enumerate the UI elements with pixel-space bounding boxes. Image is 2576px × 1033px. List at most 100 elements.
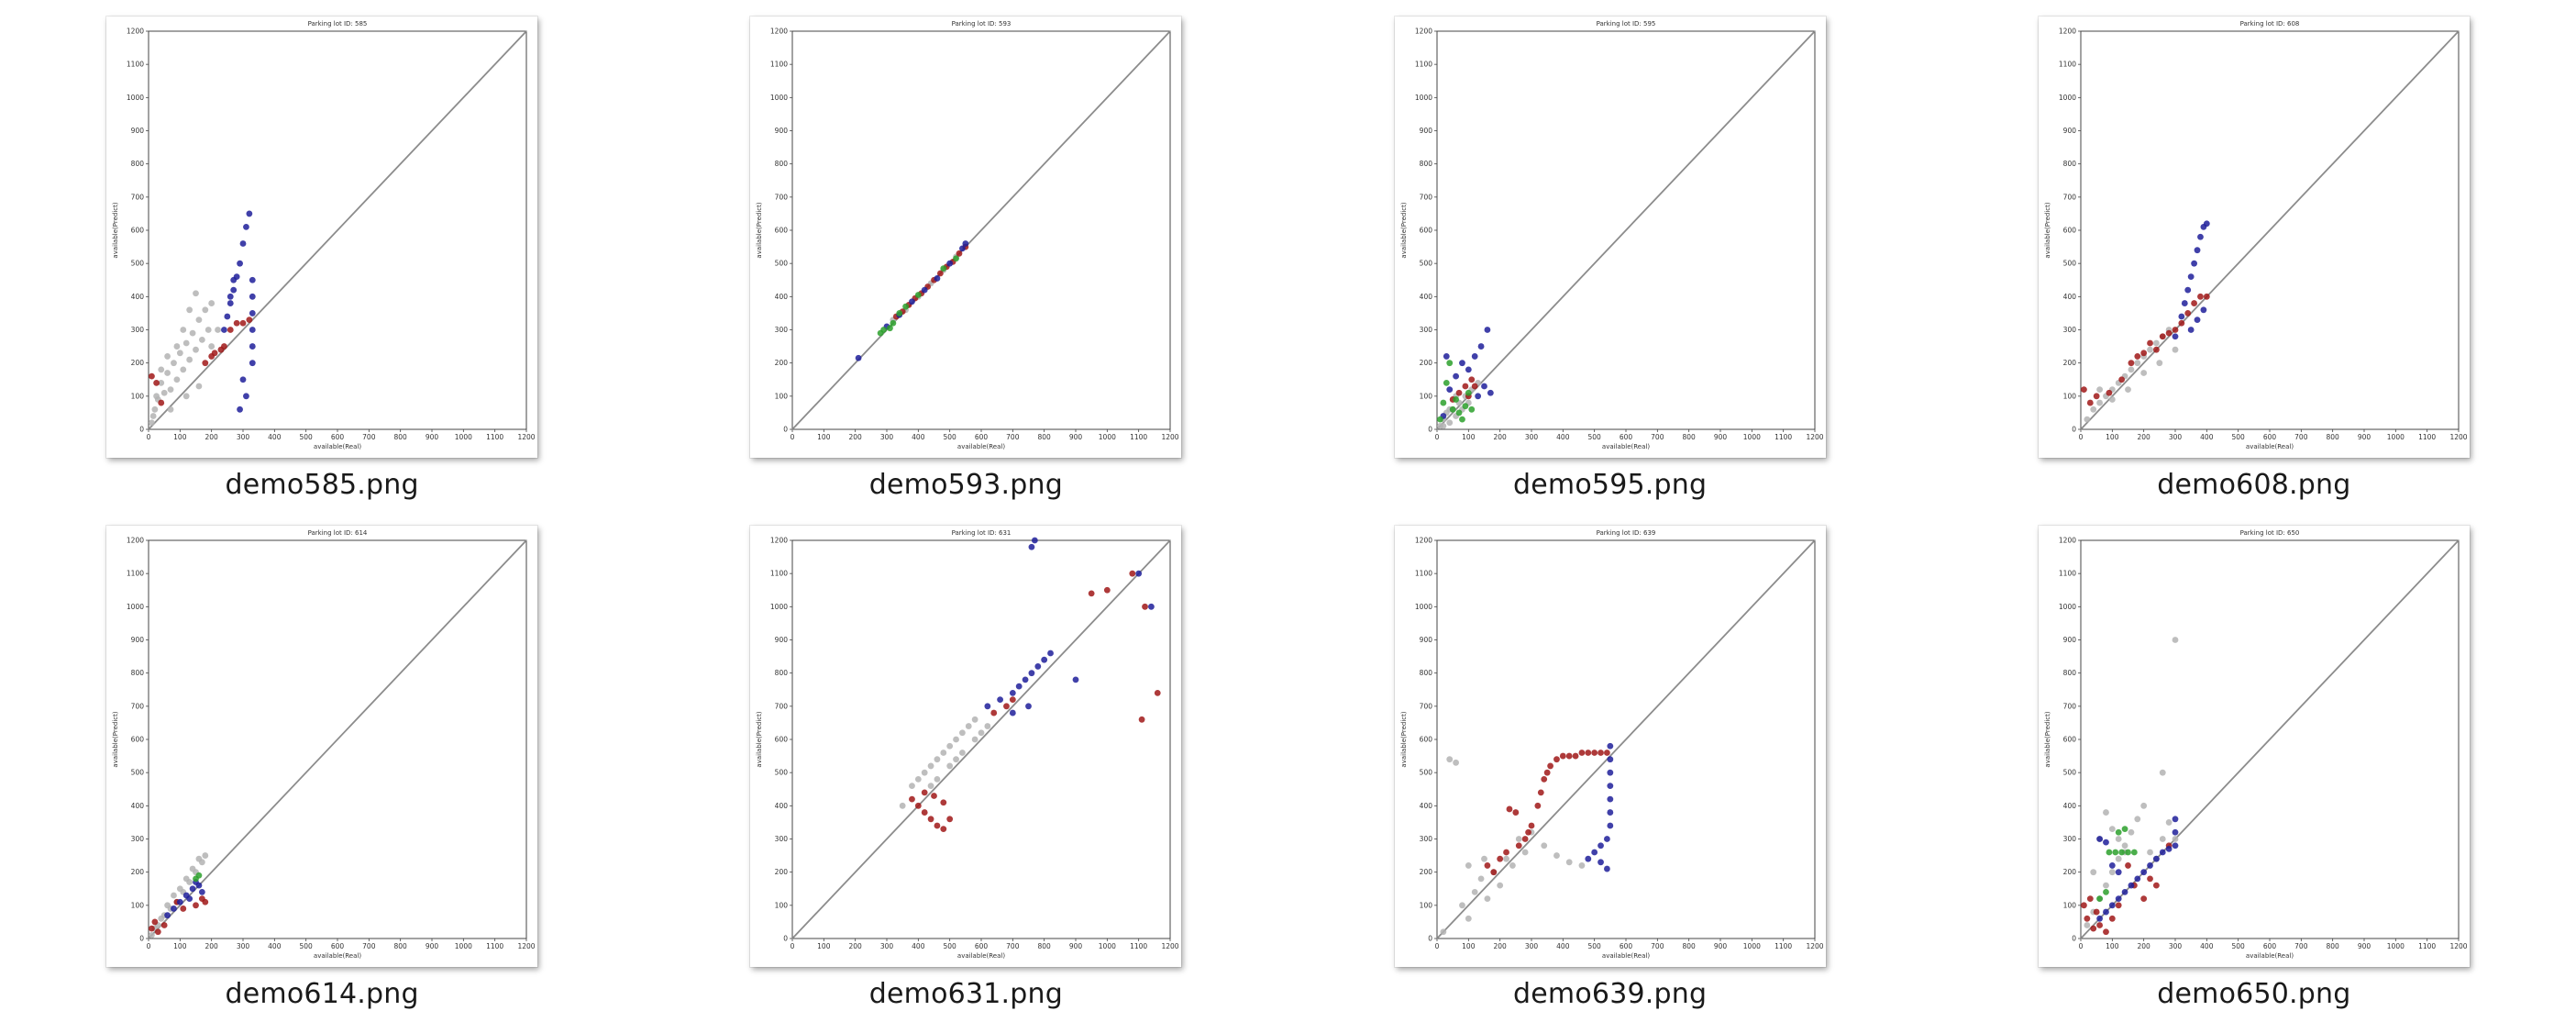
point-blue	[199, 888, 205, 895]
point-blue	[246, 210, 253, 217]
point-gray	[946, 742, 954, 750]
file-name-label[interactable]: demo614.png	[225, 978, 419, 1010]
point-gray	[1440, 422, 1446, 429]
scatter-chart: Parking lot ID: 608 00 100 100 200 200 300 300 4…	[2044, 20, 2468, 450]
point-blue	[2147, 862, 2153, 869]
file-name-label[interactable]: demo585.png	[225, 469, 419, 501]
x-axis-label: available(Real)	[1602, 952, 1650, 960]
point-red	[1003, 703, 1011, 710]
point-blue	[1072, 676, 1079, 683]
y-tick-label: 600	[1419, 227, 1432, 235]
point-gray	[164, 902, 171, 909]
point-gray	[189, 865, 196, 872]
x-tick-label: 900	[2358, 942, 2371, 950]
x-tick-label: 300	[2169, 433, 2183, 441]
point-gray	[1477, 875, 1485, 883]
point-red	[160, 922, 168, 928]
y-tick-label: 1200	[127, 28, 144, 36]
point-red	[2096, 922, 2103, 928]
point-gray	[171, 360, 177, 367]
x-tick-label: 400	[1556, 433, 1570, 441]
y-tick-label: 700	[1419, 193, 1432, 201]
point-blue	[2181, 300, 2188, 306]
file-item[interactable]: Parking lot ID: 650 0 0 100 100 200 200 300 300 4…	[1932, 516, 2576, 1026]
y-tick-label: 100	[1419, 901, 1432, 909]
point-blue	[186, 895, 193, 902]
x-tick-label: 600	[975, 433, 989, 441]
point-gray	[1515, 836, 1522, 842]
point-red	[909, 795, 916, 803]
scatter-chart: Parking lot ID: 595 00 100 100 200 200 300 300 4…	[1400, 20, 1824, 450]
point-red	[1515, 842, 1522, 850]
point-gray	[177, 350, 183, 357]
point-gray	[1465, 915, 1472, 922]
y-axis-label: available(Predict)	[756, 711, 763, 767]
x-tick-label: 1000	[455, 942, 472, 950]
file-item[interactable]: Parking lot ID: 639 0 0 100 100 200 200 300 300 4…	[1288, 516, 1932, 1026]
x-tick-label: 500	[2231, 433, 2245, 441]
file-name-label[interactable]: demo608.png	[2157, 469, 2351, 501]
y-tick-label: 1000	[2059, 94, 2076, 102]
point-gray	[984, 723, 991, 729]
x-tick-label: 1100	[486, 433, 503, 441]
file-name-label[interactable]: demo593.png	[868, 469, 1063, 501]
point-blue	[1023, 676, 1029, 683]
file-thumbnail[interactable]: Parking lot ID: 650 0 0 100 100 200 200 300 300 4…	[2038, 526, 2470, 967]
file-item[interactable]: Parking lot ID: 585 0 0 100 100 200 200 300 300 4…	[0, 7, 644, 516]
y-tick-label: 1100	[2059, 570, 2076, 578]
file-thumbnail[interactable]: Parking lot ID: 631 0 0 100 100 200 200 300 300 4…	[750, 526, 1182, 967]
point-blue	[2191, 260, 2197, 267]
point-gray	[2128, 828, 2135, 836]
file-item[interactable]: Parking lot ID: 593 0 0 100 100 200 200 300 300 4…	[644, 7, 1288, 516]
point-red	[2086, 399, 2094, 406]
y-tick-label: 1200	[770, 28, 788, 36]
file-thumbnail[interactable]: Parking lot ID: 593 0 0 100 100 200 200 300 300 4…	[750, 17, 1182, 458]
y-tick-label: 700	[2063, 193, 2077, 201]
x-tick-label: 700	[1651, 942, 1664, 950]
x-tick-label: 300	[237, 942, 250, 950]
file-thumbnail[interactable]: Parking lot ID: 595 0 0 100 100 200 200 300 300 4…	[1394, 17, 1826, 458]
point-blue	[909, 298, 916, 305]
point-gray	[1452, 759, 1459, 766]
x-tick-label: 800	[394, 942, 408, 950]
file-name-label[interactable]: demo639.png	[1513, 978, 1708, 1010]
point-gray	[177, 885, 183, 893]
point-blue	[227, 300, 234, 306]
y-tick-label: 500	[2063, 769, 2077, 777]
point-red	[1155, 689, 1162, 696]
point-red	[1502, 849, 1509, 856]
y-tick-label: 400	[2063, 802, 2077, 810]
point-red	[149, 372, 155, 380]
file-thumbnail[interactable]: Parking lot ID: 639 0 0 100 100 200 200 300 300 4…	[1394, 526, 1826, 967]
file-item[interactable]: Parking lot ID: 608 0 0 100 100 200 200 300 300 4…	[1932, 7, 2576, 516]
x-axis-label: available(Real)	[2246, 952, 2294, 960]
point-blue	[227, 293, 234, 300]
x-tick-label: 500	[300, 433, 314, 441]
point-gray	[171, 892, 177, 899]
file-item[interactable]: Parking lot ID: 614 0 0 100 100 200 200 300 300 4…	[0, 516, 644, 1026]
x-tick-label: 500	[2231, 942, 2245, 950]
point-gray	[900, 802, 906, 809]
x-tick-label: 600	[2263, 433, 2277, 441]
y-tick-label: 1000	[127, 603, 144, 611]
point-gray	[2102, 809, 2109, 816]
file-name-label[interactable]: demo595.png	[1513, 469, 1708, 501]
point-red	[956, 250, 963, 257]
point-red	[2080, 386, 2087, 393]
point-blue	[2152, 855, 2160, 862]
file-name-label[interactable]: demo650.png	[2157, 978, 2351, 1010]
point-gray	[934, 776, 941, 783]
y-tick-label: 300	[775, 326, 789, 334]
file-item[interactable]: Parking lot ID: 595 0 0 100 100 200 200 300 300 4…	[1288, 7, 1932, 516]
file-name-label[interactable]: demo631.png	[868, 978, 1063, 1010]
file-item[interactable]: Parking lot ID: 631 0 0 100 100 200 200 300 300 4…	[644, 516, 1288, 1026]
point-red	[1543, 769, 1551, 776]
point-blue	[1597, 859, 1604, 866]
file-thumbnail[interactable]: Parking lot ID: 585 0 0 100 100 200 200 300 300 4…	[106, 17, 538, 458]
scatter-chart: Parking lot ID: 585 00 100 100 200 200 300 300 4…	[112, 20, 536, 450]
file-thumbnail[interactable]: Parking lot ID: 614 0 0 100 100 200 200 300 300 4…	[106, 526, 538, 967]
point-blue	[2140, 869, 2147, 876]
y-axis-label: available(Predict)	[112, 711, 119, 767]
file-thumbnail[interactable]: Parking lot ID: 608 0 0 100 100 200 200 300 300 4…	[2038, 17, 2470, 458]
